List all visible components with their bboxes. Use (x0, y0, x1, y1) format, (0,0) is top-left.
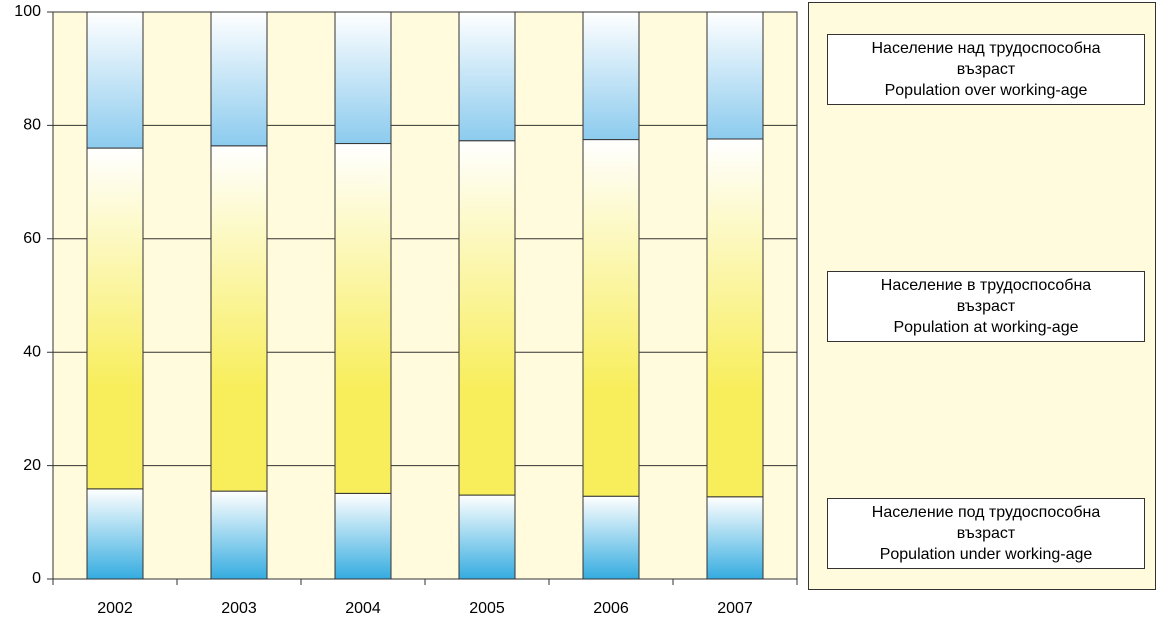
y-tick-label: 0 (32, 570, 41, 587)
x-tick-label: 2002 (97, 600, 133, 617)
legend: Население под трудоспособна възраст Popu… (808, 2, 1156, 590)
bar-segment (334, 143, 392, 494)
y-tick-label: 40 (23, 343, 41, 360)
bar-segment (210, 490, 268, 580)
plot-area (52, 11, 798, 580)
bar-segment (582, 495, 640, 580)
legend-entry: Население над трудоспособна възраст Popu… (827, 34, 1145, 105)
bar-segment (582, 139, 640, 497)
bar-segment (458, 494, 516, 580)
y-tick-label: 20 (23, 457, 41, 474)
chart: 0 20 40 60 80 100 2002 2003 2004 2005 2006 2007 (14, 3, 798, 617)
bar-segment (86, 147, 144, 490)
bar-segment (706, 496, 764, 580)
bar-segment (458, 140, 516, 496)
bar-segment (706, 11, 764, 140)
bar-segment (334, 11, 392, 145)
bar-segment (582, 11, 640, 141)
x-tick-label: 2007 (717, 600, 753, 617)
legend-entry: Население в трудоспособна възраст Popula… (827, 271, 1145, 342)
bar-segment (86, 11, 144, 149)
bar-segment (210, 145, 268, 492)
bar-segment (706, 138, 764, 498)
x-tick-label: 2005 (469, 600, 505, 617)
legend-entry: Население под трудоспособна възраст Popu… (827, 498, 1145, 569)
y-tick-label: 80 (23, 117, 41, 134)
y-tick-label: 100 (14, 3, 41, 20)
x-tick-label: 2004 (345, 600, 381, 617)
x-tick-label: 2006 (593, 600, 629, 617)
x-tick-label: 2003 (221, 600, 257, 617)
bar-segment (86, 488, 144, 580)
bar-segment (210, 11, 268, 147)
bar-segment (458, 11, 516, 142)
y-tick-label: 60 (23, 230, 41, 247)
bar-segment (334, 492, 392, 580)
